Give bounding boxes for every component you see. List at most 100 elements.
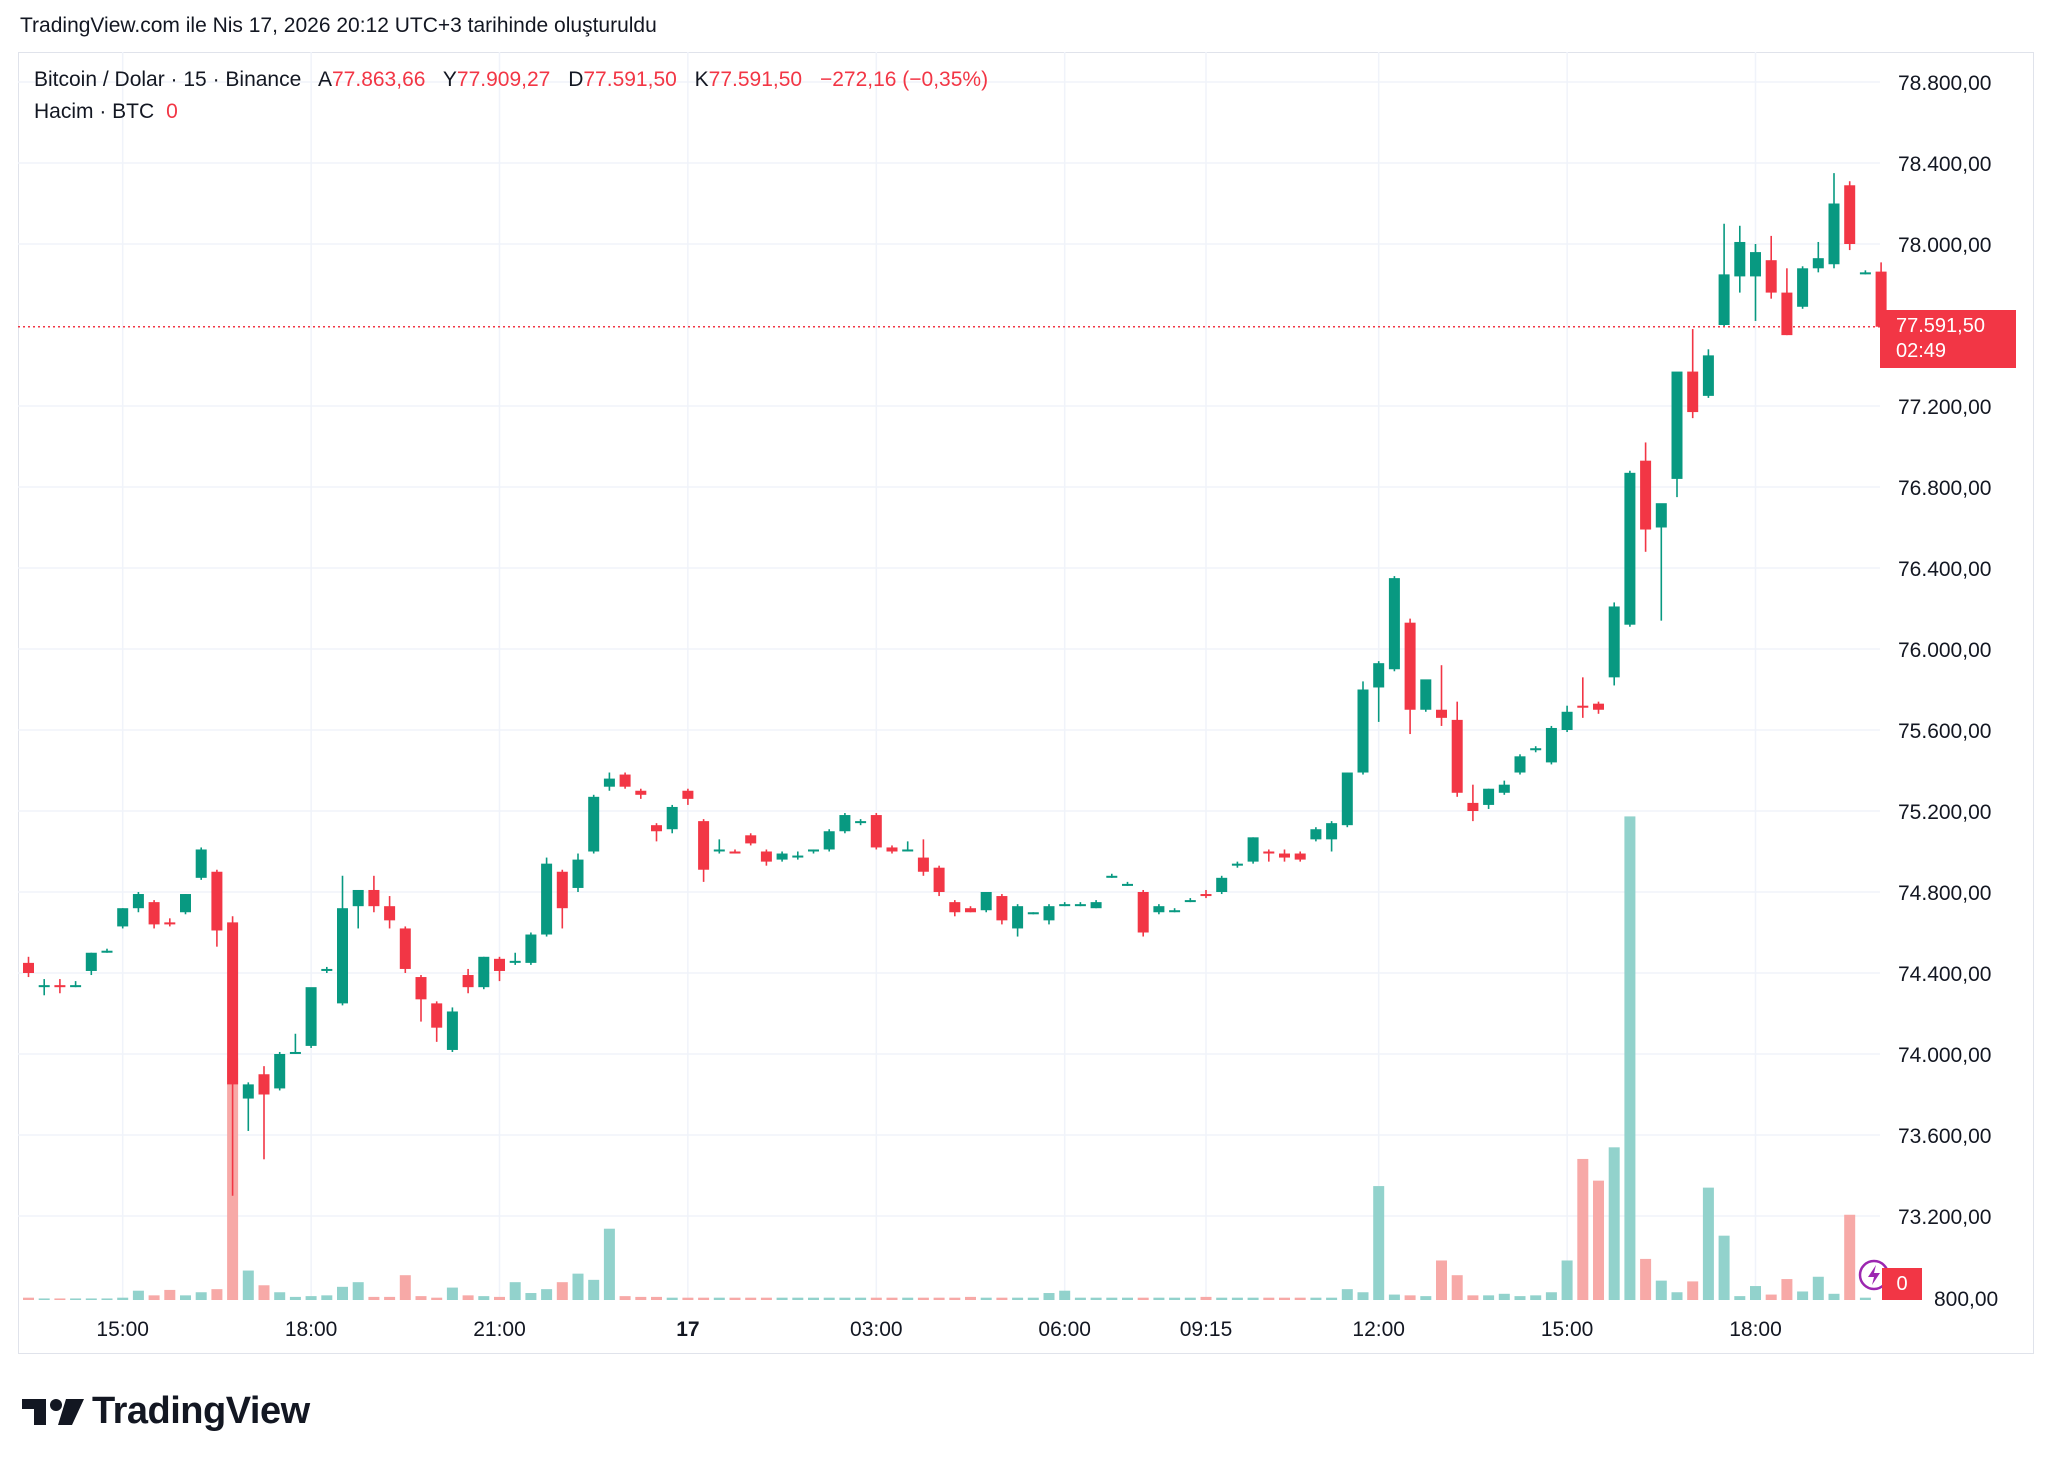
volume-bar	[1702, 1187, 1714, 1300]
candle	[54, 979, 66, 994]
candles	[23, 173, 1887, 1196]
candle	[1467, 784, 1479, 822]
candle-body	[1357, 689, 1369, 773]
candle-body	[996, 896, 1008, 921]
volume-bar	[1436, 1260, 1447, 1300]
candle-body	[1027, 912, 1039, 915]
volume-bar	[1404, 1295, 1416, 1300]
volume-bar	[462, 1295, 474, 1300]
candle	[337, 875, 348, 1006]
candle	[1027, 912, 1039, 915]
candle	[164, 918, 176, 927]
candle	[274, 1051, 286, 1091]
candle-body	[321, 968, 333, 971]
candle-body	[1059, 904, 1071, 907]
candlestick-chart[interactable]: 78.800,00 78.400,00 78.000,00 77.200,00 76.8…	[0, 0, 2048, 1380]
candle	[1326, 821, 1338, 852]
candle-body	[1169, 910, 1181, 913]
volume-bar	[274, 1292, 286, 1300]
volume-bar	[1153, 1297, 1165, 1300]
tradingview-brand[interactable]: TradingView	[22, 1390, 310, 1433]
volume-bar	[1797, 1291, 1809, 1300]
candle	[180, 894, 191, 915]
candle-body	[839, 815, 851, 832]
candle-body	[1875, 271, 1887, 327]
legend-symbol[interactable]: Bitcoin / Dolar · 15 · Binance	[34, 68, 302, 91]
candle-body	[949, 902, 961, 913]
candle	[1718, 223, 1730, 328]
candle-body	[1781, 292, 1793, 336]
candle	[1655, 503, 1667, 621]
candle	[698, 819, 710, 882]
volume-bar	[1640, 1258, 1652, 1300]
candle	[1043, 904, 1055, 925]
legend-high: 77.909,27	[456, 68, 551, 91]
volume-bar	[1781, 1279, 1793, 1300]
volume-bar	[1263, 1297, 1275, 1300]
candle-body	[1483, 788, 1495, 805]
time-tick-label: 15:00	[1541, 1318, 1594, 1341]
candle	[352, 889, 364, 929]
candle-body	[101, 950, 113, 953]
candle-body	[713, 849, 725, 852]
candle-body	[1655, 503, 1667, 528]
candle-body	[38, 985, 50, 988]
candle	[1859, 270, 1871, 275]
candle-body	[415, 977, 427, 1000]
candle	[227, 916, 239, 1196]
candle	[1216, 875, 1228, 895]
volume-bar	[1231, 1297, 1243, 1300]
candle-body	[823, 831, 835, 850]
volume-bar	[1844, 1214, 1856, 1300]
price-tick-label: 76.800,00	[1898, 477, 1991, 500]
candle	[1247, 837, 1259, 864]
candle-body	[1420, 679, 1432, 710]
volume-bar	[886, 1297, 898, 1300]
candle-body	[572, 859, 584, 888]
candle-body	[1451, 719, 1463, 793]
candle	[1184, 898, 1196, 903]
volume-legend-label[interactable]: Hacim · BTC	[34, 100, 155, 123]
candle	[242, 1082, 254, 1131]
price-tick-label: 74.800,00	[1898, 882, 1991, 905]
candle	[1812, 241, 1824, 273]
volume-bar	[933, 1297, 945, 1300]
candle	[635, 788, 647, 799]
candle	[38, 979, 50, 996]
volume-badge: 0	[1882, 1268, 1922, 1300]
candle-body	[1608, 606, 1620, 678]
volume-bar	[164, 1289, 176, 1300]
candle	[195, 847, 207, 880]
candle	[1137, 889, 1149, 937]
volume-bar	[965, 1296, 976, 1300]
time-tick-label: 15:00	[96, 1318, 149, 1341]
candle	[446, 1007, 458, 1052]
candle	[1561, 705, 1573, 733]
candle-body	[1514, 756, 1526, 773]
candle-body	[337, 908, 348, 1004]
candle	[1106, 873, 1118, 878]
candle	[1702, 349, 1714, 398]
candle-body	[776, 853, 788, 860]
candle	[1373, 661, 1385, 722]
candle	[399, 926, 411, 973]
candle-body	[1090, 902, 1102, 909]
volume-bars	[23, 816, 1871, 1300]
volume-bar	[415, 1296, 427, 1300]
candle	[132, 892, 144, 913]
volume-bar	[478, 1296, 490, 1300]
candle	[1169, 908, 1181, 913]
volume-bar	[446, 1287, 458, 1300]
candle-body	[1718, 274, 1730, 325]
volume-bar	[588, 1279, 600, 1300]
volume-bar	[1357, 1292, 1369, 1300]
volume-bar	[1655, 1280, 1667, 1300]
volume-bar	[698, 1297, 710, 1300]
candle	[1687, 329, 1699, 419]
price-tick-label: 73.600,00	[1898, 1125, 1991, 1148]
candle-body	[117, 908, 129, 927]
candle-body	[289, 1051, 301, 1054]
candle	[949, 900, 961, 917]
volume-bar	[352, 1282, 364, 1300]
candle	[478, 956, 490, 990]
